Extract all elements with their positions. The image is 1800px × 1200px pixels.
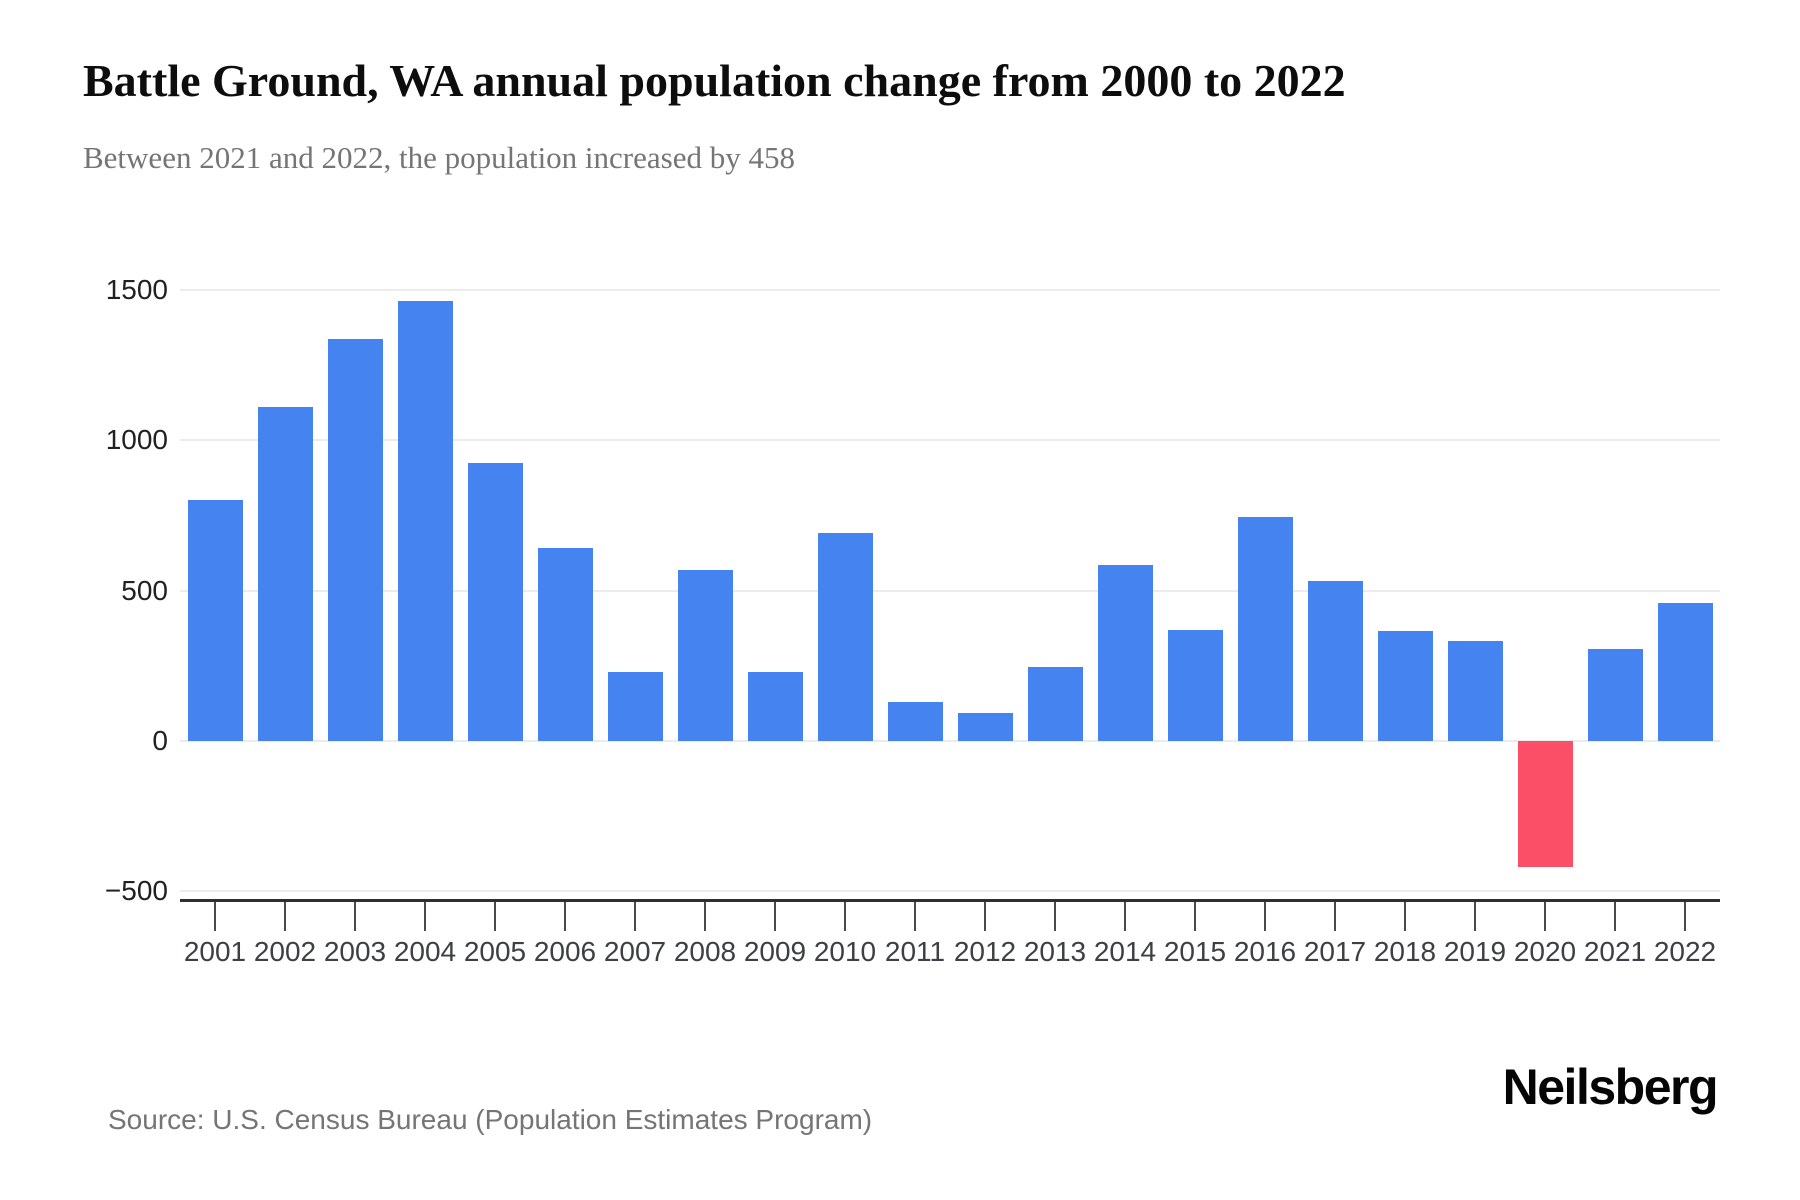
x-tick-2016 [1264,902,1266,931]
x-tick-2011 [914,902,916,931]
x-tick-2012 [984,902,986,931]
x-tick-2019 [1474,902,1476,931]
x-axis-label-2001: 2001 [183,936,247,967]
x-axis-label-2016: 2016 [1233,936,1297,967]
x-axis-label-2005: 2005 [463,936,527,967]
x-axis-label-2018: 2018 [1373,936,1437,967]
bar-2011[interactable] [887,701,943,741]
x-tick-2015 [1194,902,1196,931]
bar-2006[interactable] [537,547,593,741]
x-axis-label-2013: 2013 [1023,936,1087,967]
x-axis-label-2022: 2022 [1653,936,1717,967]
x-tick-2010 [844,902,846,931]
x-axis-label-2017: 2017 [1303,936,1367,967]
x-axis-label-2006: 2006 [533,936,597,967]
x-tick-2021 [1614,902,1616,931]
x-axis-label-2008: 2008 [673,936,737,967]
bar-2021[interactable] [1587,649,1643,741]
bar-2018[interactable] [1377,630,1433,741]
x-tick-2020 [1544,902,1546,931]
x-tick-2008 [704,902,706,931]
x-axis-label-2010: 2010 [813,936,877,967]
x-tick-2018 [1404,902,1406,931]
bar-2013[interactable] [1027,666,1083,741]
bar-2010[interactable] [817,533,873,741]
x-axis-label-2009: 2009 [743,936,807,967]
x-tick-2004 [424,902,426,931]
bar-2007[interactable] [607,672,663,741]
x-axis-label-2003: 2003 [323,936,387,967]
bar-2002[interactable] [257,407,313,741]
bar-2001[interactable] [187,500,243,741]
x-tick-2017 [1334,902,1336,931]
y-axis-label-1000: 1000 [105,424,168,456]
bar-2022[interactable] [1657,603,1713,741]
chart-subtitle: Between 2021 and 2022, the population in… [83,140,795,175]
gridline-1500 [180,289,1720,292]
y-axis-label--500: −500 [104,874,168,906]
x-axis-label-2020: 2020 [1513,936,1577,967]
x-axis-label-2015: 2015 [1163,936,1227,967]
x-tick-2006 [564,902,566,931]
x-axis-label-2021: 2021 [1583,936,1647,967]
x-tick-2022 [1684,902,1686,931]
x-axis-label-2012: 2012 [953,936,1017,967]
bar-2017[interactable] [1307,580,1363,741]
bar-2003[interactable] [327,339,383,741]
x-tick-2003 [354,902,356,931]
y-axis-label-0: 0 [152,724,168,756]
x-axis-label-2004: 2004 [393,936,457,967]
bar-2009[interactable] [747,672,803,741]
x-axis-label-2019: 2019 [1443,936,1507,967]
x-tick-2009 [774,902,776,931]
x-axis-label-2002: 2002 [253,936,317,967]
bar-2015[interactable] [1167,629,1223,741]
x-axis-label-2014: 2014 [1093,936,1157,967]
neilsberg-logo[interactable]: Neilsberg [1502,1059,1719,1115]
x-tick-2002 [284,902,286,931]
x-axis-label-2007: 2007 [603,936,667,967]
x-tick-2007 [634,902,636,931]
x-tick-2001 [214,902,216,931]
y-axis-label-1500: 1500 [105,274,168,306]
bar-2004[interactable] [397,300,453,741]
bar-2019[interactable] [1447,641,1503,741]
bar-2008[interactable] [677,570,733,741]
bar-2005[interactable] [467,462,523,741]
gridline-500 [180,589,1720,592]
bar-2012[interactable] [957,712,1013,741]
x-tick-2013 [1054,902,1056,931]
x-tick-2005 [494,902,496,931]
x-axis-label-2011: 2011 [884,936,946,967]
chart-title: Battle Ground, WA annual population chan… [83,55,1346,106]
bar-2020[interactable] [1517,740,1573,868]
gridline--500 [180,889,1720,892]
bar-2014[interactable] [1097,565,1153,741]
gridline-1000 [180,439,1720,442]
source-note: Source: U.S. Census Bureau (Population E… [108,1104,873,1135]
bar-2016[interactable] [1237,517,1293,741]
y-axis-label-500: 500 [121,574,168,606]
gridline-0 [180,739,1720,742]
x-axis-line [180,899,1720,902]
x-tick-2014 [1124,902,1126,931]
